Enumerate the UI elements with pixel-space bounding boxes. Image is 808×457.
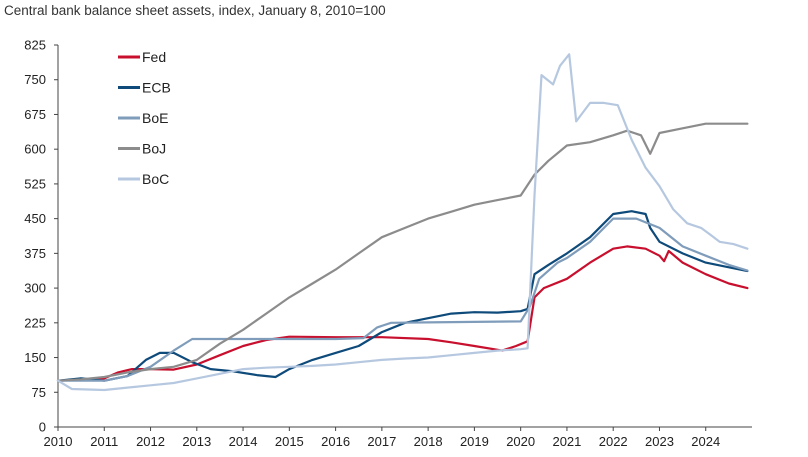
series-line-boj [56,122,749,382]
x-tick-label: 2020 [506,434,535,449]
x-tick-label: 2013 [182,434,211,449]
x-tick-label: 2019 [460,434,489,449]
x-tick-label: 2016 [321,434,350,449]
legend-label-boj: BoJ [142,141,166,157]
x-tick-label: 2010 [44,434,73,449]
chart-title: Central bank balance sheet assets, index… [4,3,386,18]
legend-label-boc: BoC [142,171,169,187]
legend-label-ecb: ECB [142,80,171,96]
y-tick-label: 750 [24,72,46,87]
y-tick-label: 600 [24,142,46,157]
y-tick-label: 0 [39,420,46,435]
y-tick-label: 300 [24,281,46,296]
x-tick-label: 2014 [229,434,258,449]
legend: Fed ECB BoE BoJ BoC [118,49,171,187]
y-tick-label: 225 [24,315,46,330]
x-tick-label: 2011 [90,434,118,449]
x-tick-label: 2021 [552,434,581,449]
y-tick-label: 375 [24,246,46,261]
series-line-boe [56,217,749,382]
series-line-boc [56,53,749,392]
x-tick-label: 2024 [691,434,720,449]
y-tick-label: 450 [24,211,46,226]
y-tick-label: 825 [24,38,46,53]
y-tick-label: 525 [24,176,46,191]
series-line-fed [56,245,749,382]
legend-label-fed: Fed [142,49,166,65]
x-tick-label: 2022 [599,434,628,449]
x-axis: 2010 2011 2012 2013 2014 2015 2016 2017 2018 2019… [44,426,752,449]
y-tick-label: 150 [24,350,46,365]
x-tick-label: 2023 [645,434,674,449]
x-tick-label: 2017 [367,434,396,449]
series-lines [56,53,749,392]
y-axis: 0 75 150 225 300 375 450 525 600 675 750 825 [24,38,59,435]
x-tick-label: 2015 [275,434,304,449]
legend-label-boe: BoE [142,110,168,126]
x-tick-label: 2018 [414,434,443,449]
x-tick-label: 2012 [136,434,165,449]
series-line-ecb [56,210,749,382]
y-tick-label: 675 [24,107,46,122]
y-tick-label: 75 [32,385,46,400]
